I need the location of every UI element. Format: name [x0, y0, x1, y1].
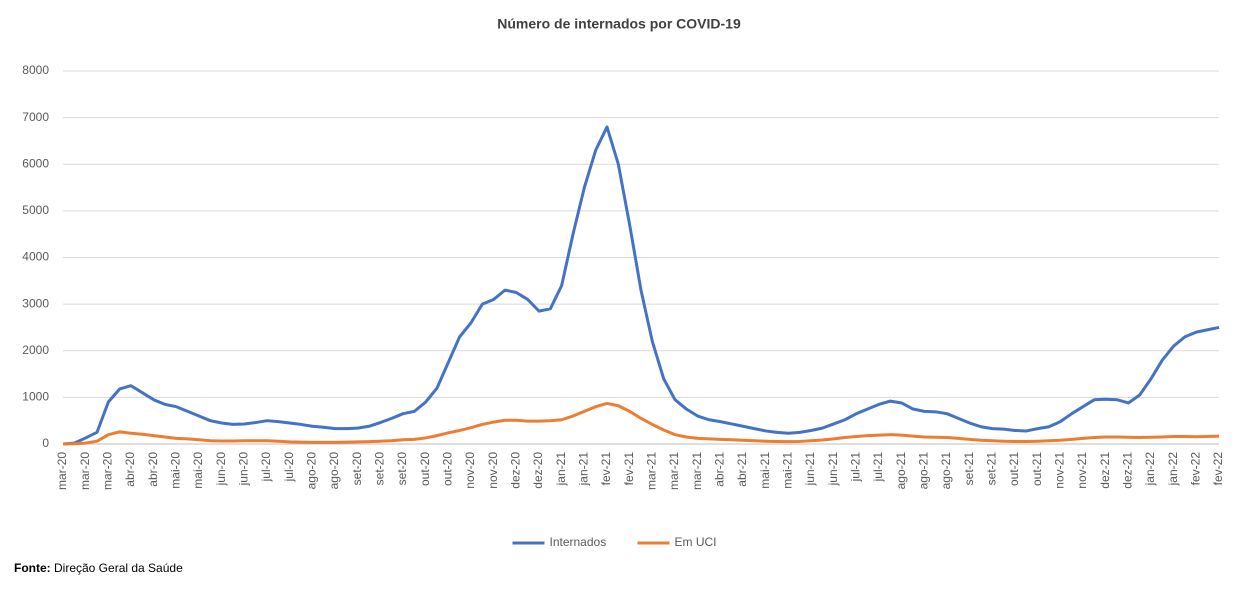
- x-tick-label: abr-20: [146, 452, 160, 487]
- x-tick-label: out-20: [441, 452, 455, 486]
- line-series: [62, 401, 1220, 446]
- x-tick-label: abr-21: [713, 452, 727, 487]
- x-tick-label: mai-20: [191, 452, 205, 489]
- x-tick-label: jul-21: [849, 452, 863, 483]
- x-tick-label: jan-22: [1143, 452, 1157, 487]
- x-tick-label: jul-20: [282, 452, 296, 483]
- x-tick-label: dez-21: [1121, 452, 1135, 489]
- source: Fonte: Direção Geral da Saúde: [14, 561, 183, 575]
- y-tick-label: 4000: [22, 250, 49, 264]
- x-tick-label: set-20: [350, 452, 364, 486]
- x-tick-label: mar-21: [645, 452, 659, 490]
- x-tick-label: out-21: [1030, 452, 1044, 486]
- x-tick-label: ago-20: [305, 452, 319, 490]
- x-tick-label: ago-21: [894, 452, 908, 490]
- y-tick-label: 0: [42, 436, 49, 450]
- x-tick-label: mai-20: [169, 452, 183, 489]
- x-tick-label: fev-22: [1189, 452, 1203, 486]
- x-tick-label: ago-21: [939, 452, 953, 490]
- x-tick-label: ago-20: [327, 452, 341, 490]
- y-tick-label: 2000: [22, 343, 49, 357]
- y-tick-label: 8000: [22, 63, 49, 77]
- x-tick-label: dez-21: [1098, 452, 1112, 489]
- line-series: [62, 125, 1220, 446]
- x-tick-label: jul-21: [871, 452, 885, 483]
- x-tick-label: dez-20: [531, 452, 545, 489]
- x-tick-label: jun-20: [214, 452, 228, 487]
- x-tick-label: abr-20: [123, 452, 137, 487]
- x-tick-label: jan-22: [1166, 452, 1180, 487]
- x-tick-label: fev-22: [1211, 452, 1225, 486]
- chart-title: Número de internados por COVID-19: [497, 16, 741, 32]
- y-tick-label: 3000: [22, 296, 49, 310]
- x-tick-label: out-21: [1007, 452, 1021, 486]
- x-tick-label: jun-20: [237, 452, 251, 487]
- x-tick-label: fev-21: [599, 452, 613, 486]
- x-tick-label: mar-21: [690, 452, 704, 490]
- x-tick-label: set-20: [373, 452, 387, 486]
- x-tick-label: mar-20: [78, 452, 92, 490]
- x-tick-label: jan-21: [554, 452, 568, 487]
- x-tick-label: dez-20: [509, 452, 523, 489]
- x-tick-label: nov-21: [1053, 452, 1067, 489]
- y-tick-label: 7000: [22, 110, 49, 124]
- x-tick-label: out-20: [418, 452, 432, 486]
- y-tick-label: 6000: [22, 156, 49, 170]
- x-tick-label: jun-21: [826, 452, 840, 487]
- x-tick-label: ago-21: [917, 452, 931, 490]
- y-tick-label: 5000: [22, 203, 49, 217]
- x-tick-label: jun-21: [803, 452, 817, 487]
- x-tick-label: jul-20: [259, 452, 273, 483]
- x-tick-label: nov-20: [486, 452, 500, 489]
- source-text: Direção Geral da Saúde: [54, 561, 183, 575]
- x-tick-label: mar-20: [101, 452, 115, 490]
- x-tick-label: set-20: [395, 452, 409, 486]
- x-tick-label: mai-21: [758, 452, 772, 489]
- x-tick-label: mar-20: [55, 452, 69, 490]
- x-tick-label: mai-21: [781, 452, 795, 489]
- x-tick-label: jan-21: [577, 452, 591, 487]
- legend-label: Internados: [550, 535, 607, 549]
- x-tick-label: fev-21: [622, 452, 636, 486]
- x-tick-label: abr-21: [735, 452, 749, 487]
- x-tick-label: set-21: [985, 452, 999, 486]
- x-tick-label: nov-21: [1075, 452, 1089, 489]
- y-tick-label: 1000: [22, 390, 49, 404]
- legend-label: Em UCI: [675, 535, 717, 549]
- x-tick-label: mar-21: [667, 452, 681, 490]
- x-tick-label: nov-20: [463, 452, 477, 489]
- source-label: Fonte:: [14, 561, 51, 575]
- x-tick-label: set-21: [962, 452, 976, 486]
